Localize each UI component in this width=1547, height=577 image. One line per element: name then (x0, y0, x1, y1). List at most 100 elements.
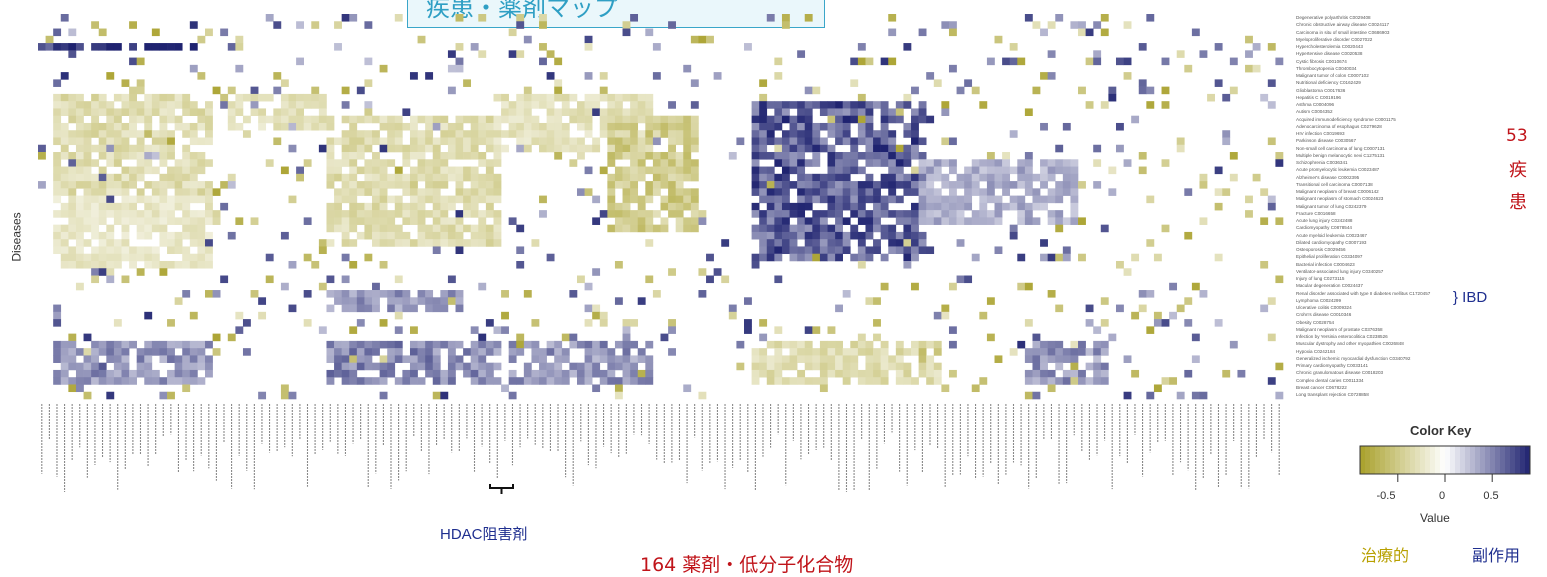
heatmap-cell (349, 188, 358, 196)
heatmap-cell (182, 340, 191, 349)
heatmap-cell (53, 43, 62, 51)
heatmap-cell (334, 21, 342, 29)
heatmap-cell (637, 348, 646, 356)
heatmap-cell (607, 355, 616, 363)
disease-row-label: Crohn's disease C0010346 (1296, 312, 1352, 318)
heatmap-cell (713, 268, 722, 276)
heatmap-cell (1100, 362, 1109, 371)
heatmap-cell (53, 319, 62, 327)
disease-row-label: Transitional cell carcinoma C0007138 (1296, 181, 1373, 187)
heatmap-cell (53, 224, 62, 233)
heatmap-cell (781, 166, 790, 175)
color-key-swatch (1505, 446, 1511, 474)
heatmap-cell (804, 122, 813, 131)
heatmap-cell (151, 108, 160, 116)
heatmap-cell (561, 130, 570, 138)
heatmap-cell (637, 224, 646, 233)
heatmap-cell (1146, 326, 1155, 334)
heatmap-cell (136, 195, 145, 204)
heatmap-cell (174, 173, 183, 182)
heatmap-cell (394, 304, 403, 313)
heatmap-cell (75, 181, 84, 189)
heatmap-cell (941, 21, 950, 29)
heatmap-cell (804, 348, 813, 356)
heatmap-cell (584, 43, 593, 51)
heatmap-cell (766, 137, 775, 146)
heatmap-cell (614, 130, 623, 138)
heatmap-cell (205, 115, 213, 124)
heatmap-cell (106, 377, 115, 385)
heatmap-cell (812, 188, 821, 196)
heatmap-cell (516, 115, 525, 124)
heatmap-cell (819, 217, 828, 225)
heatmap-cell (379, 319, 388, 327)
heatmap-cell (842, 159, 851, 167)
heatmap-cell (607, 101, 616, 109)
heatmap-cell (136, 188, 145, 196)
heatmap-cell (827, 348, 836, 356)
heatmap-cell (827, 362, 836, 371)
heatmap-cell (630, 152, 639, 160)
heatmap-cell (136, 144, 145, 153)
heatmap-cell (637, 377, 646, 385)
heatmap-cell (766, 195, 775, 204)
heatmap-cell (402, 231, 411, 240)
heatmap-cell (167, 246, 175, 255)
heatmap-cell (478, 122, 487, 131)
heatmap-cell (698, 290, 707, 298)
heatmap-cell (895, 377, 904, 385)
heatmap-cell (1093, 369, 1102, 378)
heatmap-cell (447, 137, 456, 146)
heatmap-cell (668, 195, 676, 204)
heatmap-cell (197, 122, 206, 131)
disease-row-label: Breast cancer C0678222 (1296, 384, 1347, 390)
heatmap-cell (1222, 130, 1231, 138)
heatmap-cell (364, 297, 373, 305)
heatmap-cell (668, 326, 676, 334)
heatmap-cell (189, 166, 198, 175)
heatmap-cell (979, 311, 988, 320)
heatmap-cell (622, 326, 631, 334)
heatmap-cell (675, 210, 684, 218)
heatmap-cell (690, 173, 699, 182)
heatmap-cell (759, 137, 768, 146)
heatmap-cell (53, 348, 62, 356)
heatmap-cell (660, 130, 669, 138)
heatmap-cell (812, 130, 821, 138)
heatmap-cell (205, 108, 213, 116)
heatmap-cell (151, 210, 160, 218)
heatmap-cell (918, 355, 927, 363)
heatmap-cell (235, 108, 244, 116)
heatmap-cell (759, 217, 768, 225)
heatmap-cell (167, 115, 175, 124)
heatmap-cell (372, 282, 380, 291)
heatmap-cell (349, 260, 358, 269)
heatmap-cell (1002, 57, 1011, 66)
heatmap-cell (1070, 195, 1079, 204)
heatmap-cell (98, 152, 107, 160)
heatmap-cell (888, 159, 897, 167)
color-key-swatch (1420, 446, 1426, 474)
heatmap-cell (121, 181, 130, 189)
heatmap-cell (432, 188, 441, 196)
heatmap-cell (1009, 130, 1018, 138)
disease-row-label: Degenerative polyarthritis C0029408 (1296, 15, 1371, 20)
heatmap-cell (835, 101, 843, 109)
heatmap-cell (599, 166, 608, 175)
heatmap-cell (1161, 57, 1170, 66)
heatmap-cell (91, 275, 100, 284)
heatmap-cell (349, 159, 358, 167)
heatmap-cell (136, 355, 145, 363)
heatmap-cell (205, 246, 213, 255)
heatmap-cell (880, 202, 889, 211)
heatmap-cell (159, 188, 168, 196)
disease-row-label: Glioblastoma C0017636 (1296, 87, 1346, 93)
heatmap-cell (387, 355, 396, 363)
heatmap-cell (842, 369, 851, 378)
heatmap-cell (455, 181, 464, 189)
color-key-swatch (1515, 446, 1521, 474)
heatmap-cell (220, 28, 229, 37)
heatmap-cell (835, 340, 843, 349)
heatmap-cell (326, 239, 335, 247)
heatmap-cell (121, 369, 130, 378)
